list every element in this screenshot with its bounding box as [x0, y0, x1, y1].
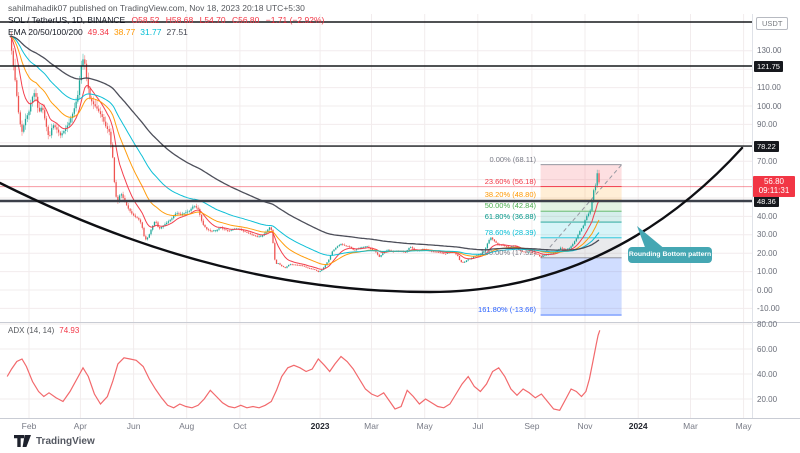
- adx-tick-label: 20.00: [757, 394, 778, 404]
- symbol-title: SOL / TetherUS, 1D, BINANCE: [8, 15, 126, 25]
- time-tick-label: Jun: [126, 421, 141, 431]
- time-tick-label: Feb: [21, 421, 37, 431]
- ema-value: 27.51: [166, 26, 188, 37]
- ohlc-close: C56.80: [231, 15, 260, 25]
- price-tick-label: 100.00: [757, 101, 782, 111]
- fib-level-label: 78.60% (28.39): [484, 227, 536, 237]
- fib-level-label: 38.20% (48.80): [484, 190, 536, 200]
- grid-layer: [0, 14, 752, 418]
- price-tick-label: 110.00: [757, 83, 781, 93]
- fib-level-label: 23.60% (56.18): [484, 176, 536, 186]
- horizontal-lines[interactable]: [0, 21, 752, 203]
- published-header: sahilmahadik07 published on TradingView.…: [8, 3, 305, 13]
- adx-legend[interactable]: ADX (14, 14) 74.93: [8, 326, 79, 335]
- rounding-bottom-arc[interactable]: [0, 146, 744, 294]
- price-tick-label: -10.00: [757, 303, 780, 313]
- fib-level-label: 100.00% (17.52): [480, 247, 536, 257]
- adx-tick-label: 40.00: [757, 369, 778, 379]
- price-tick-label: 0.00: [757, 285, 773, 295]
- adx-value: 74.93: [59, 326, 80, 335]
- price-tick-label: 40.00: [757, 211, 778, 221]
- time-tick-label: May: [735, 421, 752, 431]
- adx-tick-label: 80.00: [757, 319, 778, 329]
- current-price-badge: 56.80 09:11:31: [753, 175, 795, 197]
- adx-line: [6, 330, 601, 411]
- ema-value: 31.77: [140, 26, 162, 37]
- ema-label: EMA 20/50/100/200: [8, 26, 83, 37]
- price-tick-label: 20.00: [757, 248, 778, 258]
- time-tick-label: 2024: [628, 421, 648, 431]
- time-tick-label: Nov: [577, 421, 593, 431]
- time-tick-label: Jul: [472, 421, 484, 431]
- adx-tick-label: 60.00: [757, 344, 778, 354]
- ohlc-values: O58.52 H58.68 L54.70 C56.80 −1.71 (−2.92…: [128, 15, 325, 25]
- price-tick-label: 90.00: [757, 119, 778, 129]
- fib-level-label: 161.80% (-13.66): [478, 305, 536, 315]
- ema-legend[interactable]: EMA 20/50/100/200 49.34 38.77 31.77 27.51: [8, 27, 188, 37]
- price-tick-label: 70.00: [757, 156, 778, 166]
- price-line-badge: 78.22: [754, 140, 779, 152]
- price-line-badge: 121.75: [754, 60, 783, 72]
- fib-level-label: 61.80% (36.88): [484, 212, 536, 222]
- tradingview-logo-text: TradingView: [36, 435, 95, 447]
- time-tick-label: Oct: [233, 421, 247, 431]
- rounding-bottom-callout[interactable]: Rounding Bottom pattern: [628, 247, 712, 263]
- ohlc-open: O58.52: [131, 15, 160, 25]
- time-tick-label: 2023: [310, 421, 330, 431]
- time-tick-label: May: [416, 421, 433, 431]
- price-tick-label: 130.00: [757, 46, 782, 56]
- ohlc-change: −1.71 (−2.92%): [265, 15, 325, 25]
- time-tick-label: Aug: [179, 421, 195, 431]
- price-line-badge: 48.36: [754, 195, 779, 207]
- current-price: 56.80: [763, 176, 785, 186]
- time-tick-label: Sep: [524, 421, 540, 431]
- price-tick-label: 10.00: [757, 267, 778, 277]
- callout-pointer: [637, 226, 666, 250]
- price-tick-label: 30.00: [757, 230, 778, 240]
- time-tick-label: Apr: [73, 421, 87, 431]
- currency-toggle[interactable]: USDT: [756, 17, 789, 30]
- ema-lines: [9, 35, 600, 270]
- time-tick-label: Mar: [364, 421, 379, 431]
- ohlc-high: H58.68: [165, 15, 194, 25]
- adx-label: ADX (14, 14): [8, 326, 55, 335]
- time-tick-label: Mar: [683, 421, 698, 431]
- symbol-legend[interactable]: SOL / TetherUS, 1D, BINANCE O58.52 H58.6…: [8, 15, 324, 25]
- tradingview-logo-icon: [14, 435, 31, 447]
- ohlc-low: L54.70: [199, 15, 226, 25]
- tradingview-logo[interactable]: TradingView: [14, 435, 95, 447]
- ema-value: 49.34: [87, 26, 109, 37]
- fib-level-label: 50.00% (42.84): [484, 201, 536, 211]
- fib-level-label: 0.00% (68.11): [489, 154, 536, 164]
- ema-values: 49.34 38.77 31.77 27.51: [83, 27, 188, 37]
- ema-value: 38.77: [113, 26, 136, 37]
- bar-countdown: 09:11:31: [758, 186, 790, 195]
- pane-borders: [0, 14, 800, 419]
